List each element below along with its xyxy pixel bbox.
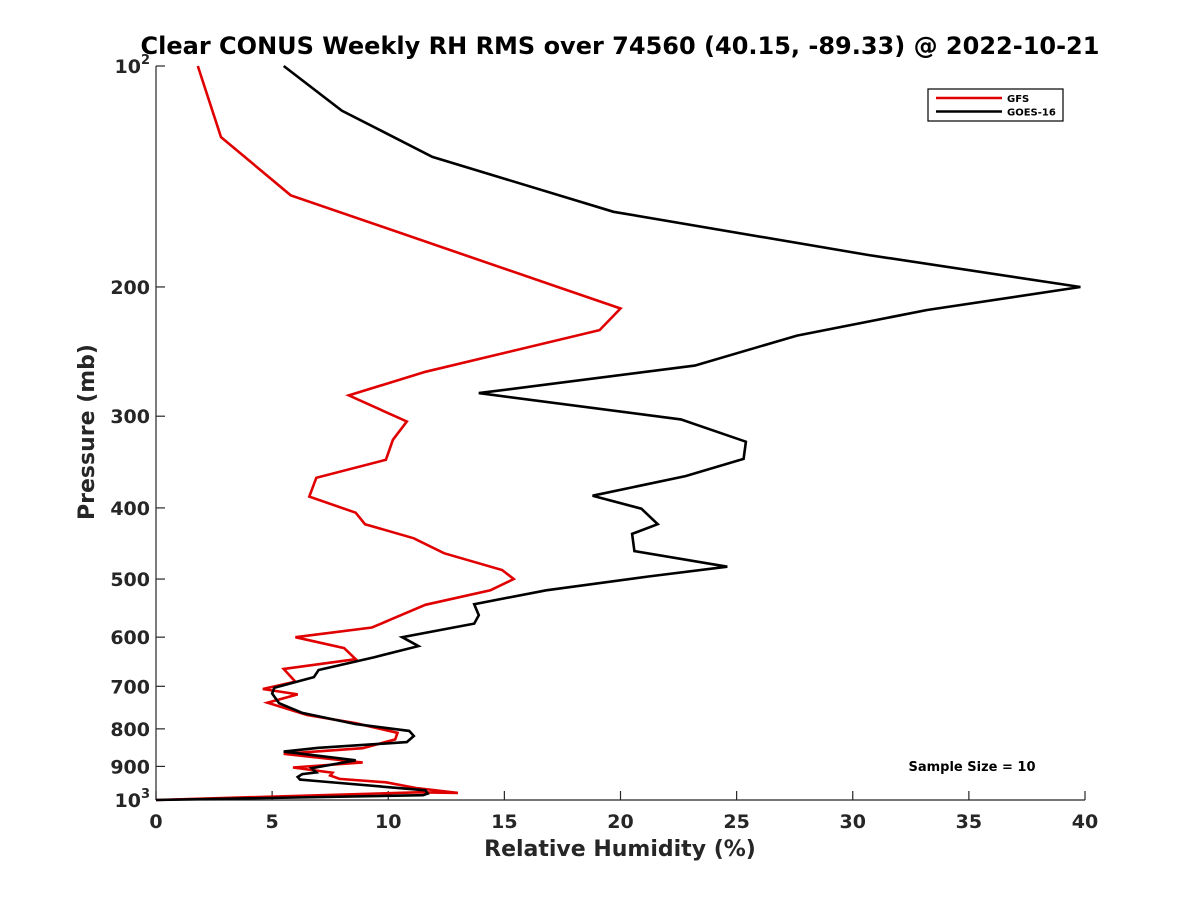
y-tick-label: 300 [110, 406, 150, 428]
y-tick-label: 103 [115, 787, 151, 812]
series-line-goes-16 [155, 64, 1081, 802]
x-tick-label: 0 [149, 811, 162, 833]
sample-size-annotation: Sample Size = 10 [908, 760, 1035, 775]
x-tick-label: 40 [1072, 811, 1098, 833]
y-tick-label: 400 [110, 498, 150, 520]
series-line-gfs [155, 65, 623, 802]
x-tick-label: 15 [491, 811, 517, 833]
series-layer [155, 64, 1081, 802]
y-axis: 102 200 300 400 500 600 700 800 900 103 [110, 53, 165, 812]
y-tick-label: 102 [115, 53, 151, 78]
y-axis-label: Pressure (mb) [75, 344, 100, 520]
x-tick-label: 20 [607, 811, 633, 833]
y-tick-label: 200 [110, 277, 150, 299]
y-tick-label: 900 [110, 756, 150, 778]
x-axis-label: Relative Humidity (%) [484, 837, 756, 862]
legend-entry-label: GFS [1007, 94, 1029, 105]
x-tick-label: 25 [723, 811, 749, 833]
x-tick-label: 10 [375, 811, 401, 833]
chart-title: Clear CONUS Weekly RH RMS over 74560 (40… [141, 32, 1100, 60]
y-tick-label: 500 [110, 569, 150, 591]
x-tick-label: 35 [956, 811, 982, 833]
legend-entry-label: GOES-16 [1007, 108, 1056, 119]
x-tick-label: 30 [840, 811, 866, 833]
y-tick-label: 700 [110, 676, 150, 698]
legend-box [927, 88, 1064, 122]
x-tick-label: 5 [266, 811, 279, 833]
y-tick-label: 800 [110, 719, 150, 741]
legend: GFS GOES-16 [927, 88, 1064, 122]
y-tick-label: 600 [110, 627, 150, 649]
x-axis: 0 5 10 15 20 25 30 35 40 [149, 791, 1098, 833]
